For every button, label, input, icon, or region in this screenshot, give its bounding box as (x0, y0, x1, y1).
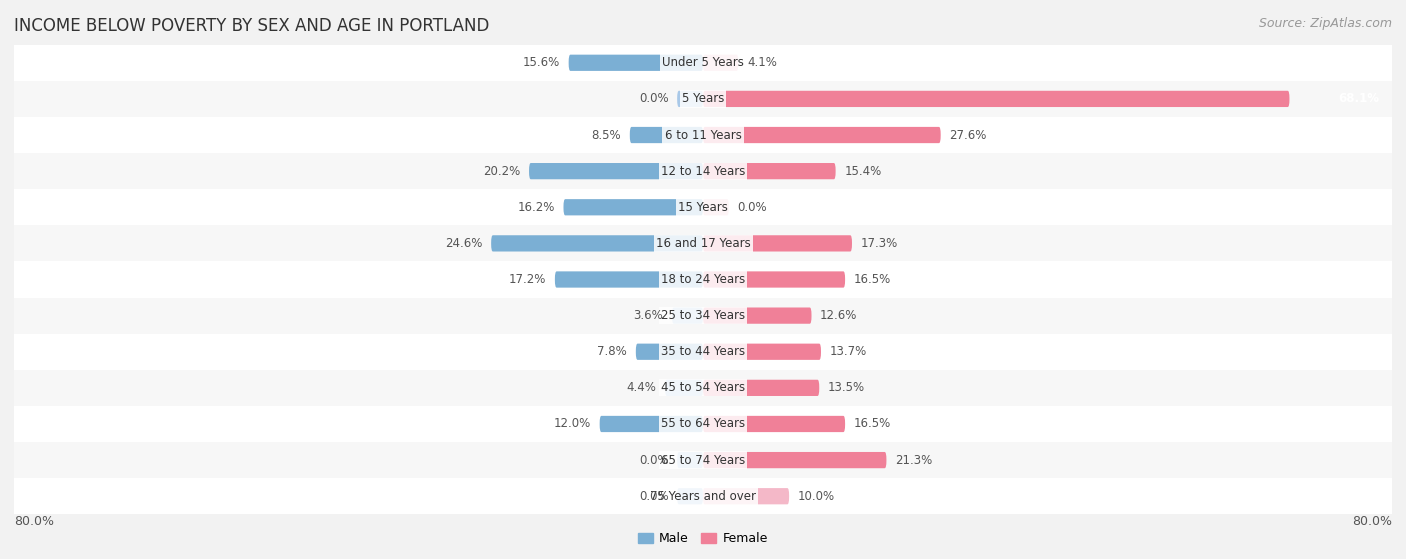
FancyBboxPatch shape (568, 55, 703, 71)
Bar (14, 117, 1392, 153)
Bar (14, 442, 1392, 478)
Text: 0.0%: 0.0% (638, 92, 669, 106)
FancyBboxPatch shape (703, 344, 821, 360)
FancyBboxPatch shape (703, 488, 789, 504)
FancyBboxPatch shape (703, 163, 835, 179)
Text: 55 to 64 Years: 55 to 64 Years (661, 418, 745, 430)
Text: 16.2%: 16.2% (517, 201, 555, 214)
Text: 25 to 34 Years: 25 to 34 Years (661, 309, 745, 322)
Text: 0.0%: 0.0% (638, 490, 669, 503)
Text: 68.1%: 68.1% (1339, 92, 1379, 106)
Bar (14, 478, 1392, 514)
FancyBboxPatch shape (703, 452, 886, 468)
FancyBboxPatch shape (491, 235, 703, 252)
Text: 4.1%: 4.1% (747, 56, 776, 69)
FancyBboxPatch shape (672, 307, 703, 324)
FancyBboxPatch shape (599, 416, 703, 432)
Bar (14, 81, 1392, 117)
FancyBboxPatch shape (678, 452, 703, 468)
Bar (14, 334, 1392, 370)
Text: 6 to 11 Years: 6 to 11 Years (665, 129, 741, 141)
Bar (14, 297, 1392, 334)
FancyBboxPatch shape (630, 127, 703, 143)
FancyBboxPatch shape (529, 163, 703, 179)
Text: 10.0%: 10.0% (797, 490, 835, 503)
FancyBboxPatch shape (703, 127, 941, 143)
Text: 16 and 17 Years: 16 and 17 Years (655, 237, 751, 250)
Text: 5 Years: 5 Years (682, 92, 724, 106)
Text: 12 to 14 Years: 12 to 14 Years (661, 165, 745, 178)
FancyBboxPatch shape (703, 55, 738, 71)
Text: 0.0%: 0.0% (738, 201, 768, 214)
Bar (14, 225, 1392, 262)
FancyBboxPatch shape (678, 91, 703, 107)
Bar (14, 406, 1392, 442)
FancyBboxPatch shape (703, 91, 1289, 107)
Legend: Male, Female: Male, Female (633, 527, 773, 550)
Text: 15 Years: 15 Years (678, 201, 728, 214)
Text: 16.5%: 16.5% (853, 418, 891, 430)
Text: 35 to 44 Years: 35 to 44 Years (661, 345, 745, 358)
Text: 16.5%: 16.5% (853, 273, 891, 286)
Text: 80.0%: 80.0% (1353, 515, 1392, 528)
Text: 15.4%: 15.4% (844, 165, 882, 178)
Text: Source: ZipAtlas.com: Source: ZipAtlas.com (1258, 17, 1392, 30)
Text: INCOME BELOW POVERTY BY SEX AND AGE IN PORTLAND: INCOME BELOW POVERTY BY SEX AND AGE IN P… (14, 17, 489, 35)
FancyBboxPatch shape (703, 271, 845, 288)
FancyBboxPatch shape (703, 199, 728, 215)
FancyBboxPatch shape (564, 199, 703, 215)
Text: Under 5 Years: Under 5 Years (662, 56, 744, 69)
Text: 17.2%: 17.2% (509, 273, 547, 286)
FancyBboxPatch shape (665, 380, 703, 396)
FancyBboxPatch shape (636, 344, 703, 360)
Text: 80.0%: 80.0% (14, 515, 53, 528)
Text: 12.6%: 12.6% (820, 309, 858, 322)
Text: 13.5%: 13.5% (828, 381, 865, 394)
Text: 27.6%: 27.6% (949, 129, 987, 141)
Text: 20.2%: 20.2% (484, 165, 520, 178)
Bar (14, 370, 1392, 406)
Text: 12.0%: 12.0% (554, 418, 591, 430)
Text: 4.4%: 4.4% (627, 381, 657, 394)
Text: 13.7%: 13.7% (830, 345, 868, 358)
FancyBboxPatch shape (703, 235, 852, 252)
Bar (14, 45, 1392, 81)
Text: 75 Years and over: 75 Years and over (650, 490, 756, 503)
Bar (14, 262, 1392, 297)
Text: 3.6%: 3.6% (634, 309, 664, 322)
FancyBboxPatch shape (678, 488, 703, 504)
Text: 18 to 24 Years: 18 to 24 Years (661, 273, 745, 286)
Text: 15.6%: 15.6% (523, 56, 560, 69)
Text: 21.3%: 21.3% (896, 453, 932, 467)
Text: 24.6%: 24.6% (446, 237, 482, 250)
Text: 45 to 54 Years: 45 to 54 Years (661, 381, 745, 394)
Text: 17.3%: 17.3% (860, 237, 898, 250)
FancyBboxPatch shape (555, 271, 703, 288)
FancyBboxPatch shape (703, 380, 820, 396)
FancyBboxPatch shape (703, 307, 811, 324)
Bar (14, 153, 1392, 189)
Bar (14, 189, 1392, 225)
FancyBboxPatch shape (703, 416, 845, 432)
Text: 8.5%: 8.5% (592, 129, 621, 141)
Text: 65 to 74 Years: 65 to 74 Years (661, 453, 745, 467)
Text: 0.0%: 0.0% (638, 453, 669, 467)
Text: 7.8%: 7.8% (598, 345, 627, 358)
